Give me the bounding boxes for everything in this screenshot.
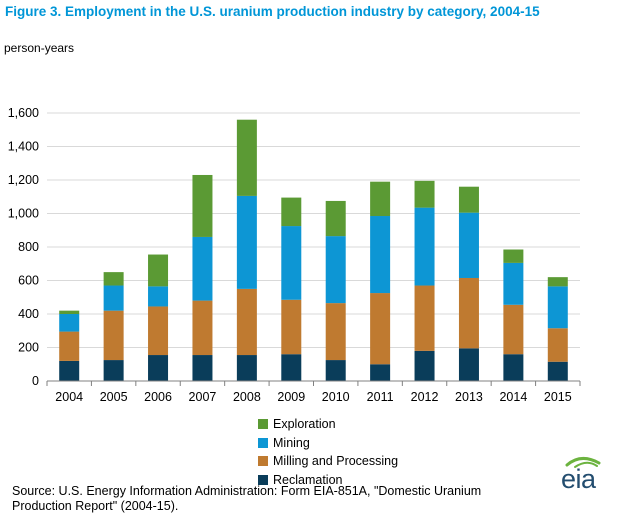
bar-segment-exploration: [458, 186, 479, 213]
chart-title: Figure 3. Employment in the U.S. uranium…: [5, 4, 540, 19]
bar-segment-milling-and-processing: [370, 293, 391, 365]
bar-segment-exploration: [236, 119, 257, 196]
bar-segment-reclamation: [281, 354, 302, 381]
y-tick-label: 1,000: [8, 207, 39, 221]
x-tick-label: 2011: [367, 390, 394, 404]
bar-segment-reclamation: [503, 354, 524, 381]
bar-segment-reclamation: [148, 355, 169, 381]
bar-segment-mining: [192, 236, 213, 301]
legend-item: Milling and Processing: [258, 452, 398, 471]
y-tick-label: 1,200: [8, 173, 39, 187]
bar-segment-exploration: [547, 277, 568, 287]
bar-segment-reclamation: [59, 360, 80, 381]
legend-item: Exploration: [258, 415, 398, 434]
bar-segment-mining: [236, 195, 257, 289]
x-tick-label: 2014: [499, 390, 527, 404]
x-tick-label: 2009: [277, 390, 305, 404]
bar-segment-mining: [547, 286, 568, 329]
x-tick-label: 2012: [411, 390, 439, 404]
y-tick-label: 800: [18, 240, 39, 254]
bar-segment-exploration: [414, 180, 435, 208]
bar-segment-milling-and-processing: [547, 328, 568, 362]
legend-label: Mining: [273, 435, 310, 450]
chart-legend: Exploration Mining Milling and Processing R…: [258, 415, 398, 489]
bar-segment-milling-and-processing: [414, 285, 435, 351]
bar-segment-reclamation: [192, 355, 213, 381]
source-note: Source: U.S. Energy Information Administ…: [12, 484, 482, 513]
x-tick-label: 2007: [189, 390, 217, 404]
x-tick-label: 2010: [322, 390, 350, 404]
bar-segment-milling-and-processing: [503, 304, 524, 355]
legend-item: Reclamation: [258, 471, 398, 490]
legend-swatch: [258, 419, 268, 430]
legend-swatch: [258, 437, 268, 448]
bar-segment-exploration: [148, 254, 169, 287]
y-axis-unit-label: person-years: [4, 41, 75, 55]
bar-segment-reclamation: [414, 350, 435, 381]
bar-segment-exploration: [192, 174, 213, 237]
bar-segment-exploration: [59, 310, 80, 314]
bar-segment-milling-and-processing: [325, 303, 346, 361]
bar-segment-mining: [414, 207, 435, 286]
y-tick-label: 1,400: [8, 140, 39, 154]
eia-logo-icon: [565, 457, 601, 468]
legend-swatch: [258, 474, 268, 485]
bar-segment-milling-and-processing: [281, 299, 302, 355]
x-tick-label: 2004: [55, 390, 83, 404]
x-tick-label: 2005: [100, 390, 128, 404]
legend-label: Exploration: [273, 417, 336, 432]
bar-segment-mining: [458, 212, 479, 278]
bar-segment-mining: [281, 226, 302, 300]
y-tick-label: 400: [18, 307, 39, 321]
bar-segment-milling-and-processing: [59, 331, 80, 361]
bar-segment-reclamation: [458, 348, 479, 381]
legend-label: Reclamation: [273, 472, 343, 487]
bar-segment-mining: [503, 262, 524, 305]
bar-segment-exploration: [370, 181, 391, 217]
legend-item: Mining: [258, 434, 398, 453]
bar-segment-exploration: [103, 272, 124, 286]
bar-segment-exploration: [325, 200, 346, 237]
y-tick-label: 0: [32, 374, 39, 388]
stacked-bar-chart: 0 200 400 600 800 1,000 1,200 1,400 1,600 2004 200…: [8, 106, 581, 404]
eia-logo-text: eia: [561, 464, 596, 494]
legend-label: Milling and Processing: [273, 454, 399, 469]
bar-segment-milling-and-processing: [148, 306, 169, 356]
bar-segment-mining: [148, 286, 169, 307]
bar-segment-milling-and-processing: [458, 277, 479, 349]
bar-segment-reclamation: [370, 364, 391, 381]
x-tick-label: 2006: [144, 390, 172, 404]
bar-segment-exploration: [281, 197, 302, 227]
y-tick-label: 1,600: [8, 106, 39, 120]
bar-segment-milling-and-processing: [192, 300, 213, 356]
x-tick-label: 2008: [233, 390, 261, 404]
bar-segment-reclamation: [547, 361, 568, 381]
bar-segment-exploration: [503, 249, 524, 263]
bar-segment-reclamation: [325, 360, 346, 381]
bar-segment-mining: [59, 314, 80, 332]
bar-segment-milling-and-processing: [236, 288, 257, 356]
bar-segment-reclamation: [103, 360, 124, 381]
legend-swatch: [258, 456, 268, 467]
bar-segment-mining: [103, 285, 124, 311]
x-tick-label: 2013: [455, 390, 483, 404]
y-tick-label: 600: [18, 274, 39, 288]
x-tick-label: 2015: [544, 390, 572, 404]
bar-segment-mining: [370, 216, 391, 294]
y-tick-label: 200: [18, 341, 39, 355]
bar-segment-mining: [325, 236, 346, 304]
bar-segment-milling-and-processing: [103, 310, 124, 361]
bar-segment-reclamation: [236, 355, 257, 381]
